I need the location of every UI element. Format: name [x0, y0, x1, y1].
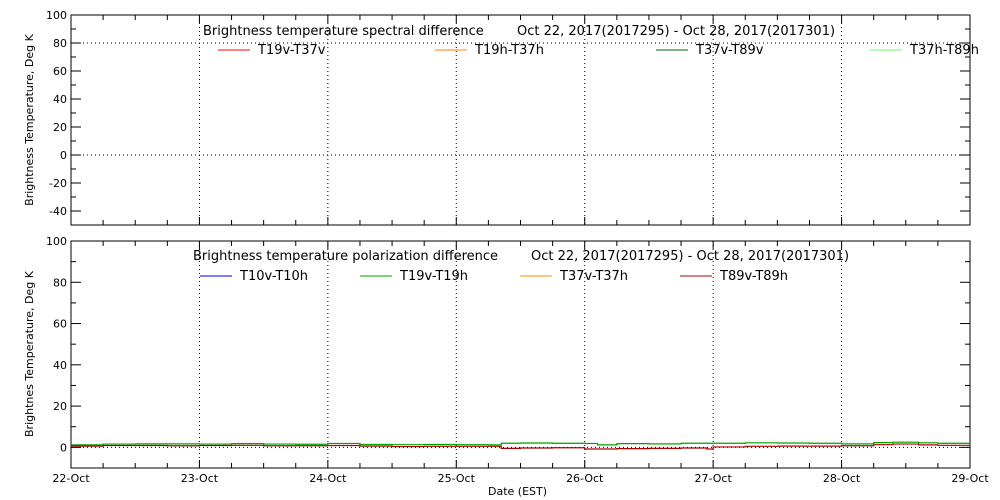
legend-label: T37v-T89v — [695, 43, 764, 58]
polarization-difference-panel: 0 20 40 60 80 100 22-Oct 23-Oct 24-Oct 25-Oct 26-O… — [23, 235, 989, 498]
plot-frame — [70, 14, 971, 226]
y-axis-label: Brightness Temperature, Deg K — [23, 33, 36, 205]
y-tick-label: 100 — [46, 9, 67, 22]
legend-label: T89v-T89h — [719, 269, 788, 284]
date-range: Oct 22, 2017(2017295) - Oct 28, 2017(201… — [517, 24, 835, 39]
y-tick-label: 80 — [53, 276, 67, 289]
series-line — [71, 443, 970, 450]
y-tick-label: 0 — [60, 149, 67, 162]
chart-title: Brightness temperature spectral differen… — [203, 24, 484, 39]
x-tick-label: 23-Oct — [181, 472, 219, 485]
x-tick-label: 28-Oct — [823, 472, 861, 485]
x-tick-label: 24-Oct — [309, 472, 347, 485]
y-tick-label: 60 — [53, 318, 67, 331]
x-tick-label: 22-Oct — [52, 472, 90, 485]
y-tick-label: -40 — [49, 205, 67, 218]
legend-label: T37h-T89h — [909, 43, 979, 58]
legend-label: T37v-T37h — [559, 269, 628, 284]
legend-label: T19v-T19h — [399, 269, 468, 284]
x-tick-label: 25-Oct — [438, 472, 476, 485]
legend-label: T19v-T37v — [257, 43, 326, 58]
chart-title: Brightness temperature polarization diff… — [193, 249, 498, 264]
plot-frame — [70, 240, 971, 469]
legend-label: T10v-T10h — [239, 269, 308, 284]
y-tick-label: -20 — [49, 177, 67, 190]
y-tick-label: 0 — [60, 441, 67, 454]
spectral-difference-panel: -40 -20 0 20 40 60 80 100 Brightness Temperature… — [23, 9, 979, 226]
y-axis-label: Brightnes Temperature, Deg K — [23, 270, 36, 437]
series-line — [71, 441, 970, 446]
x-tick-label: 27-Oct — [694, 472, 732, 485]
y-tick-label: 40 — [53, 359, 67, 372]
x-tick-label: 26-Oct — [566, 472, 604, 485]
date-range: Oct 22, 2017(2017295) - Oct 28, 2017(201… — [531, 249, 849, 264]
y-tick-label: 40 — [53, 93, 67, 106]
y-tick-label: 100 — [46, 235, 67, 248]
y-tick-label: 80 — [53, 37, 67, 50]
x-tick-label: 29-Oct — [951, 472, 989, 485]
y-tick-label: 20 — [53, 400, 67, 413]
x-axis-label: Date (EST) — [488, 485, 547, 498]
legend-label: T19h-T37h — [474, 43, 544, 58]
y-tick-label: 20 — [53, 121, 67, 134]
y-tick-label: 60 — [53, 65, 67, 78]
